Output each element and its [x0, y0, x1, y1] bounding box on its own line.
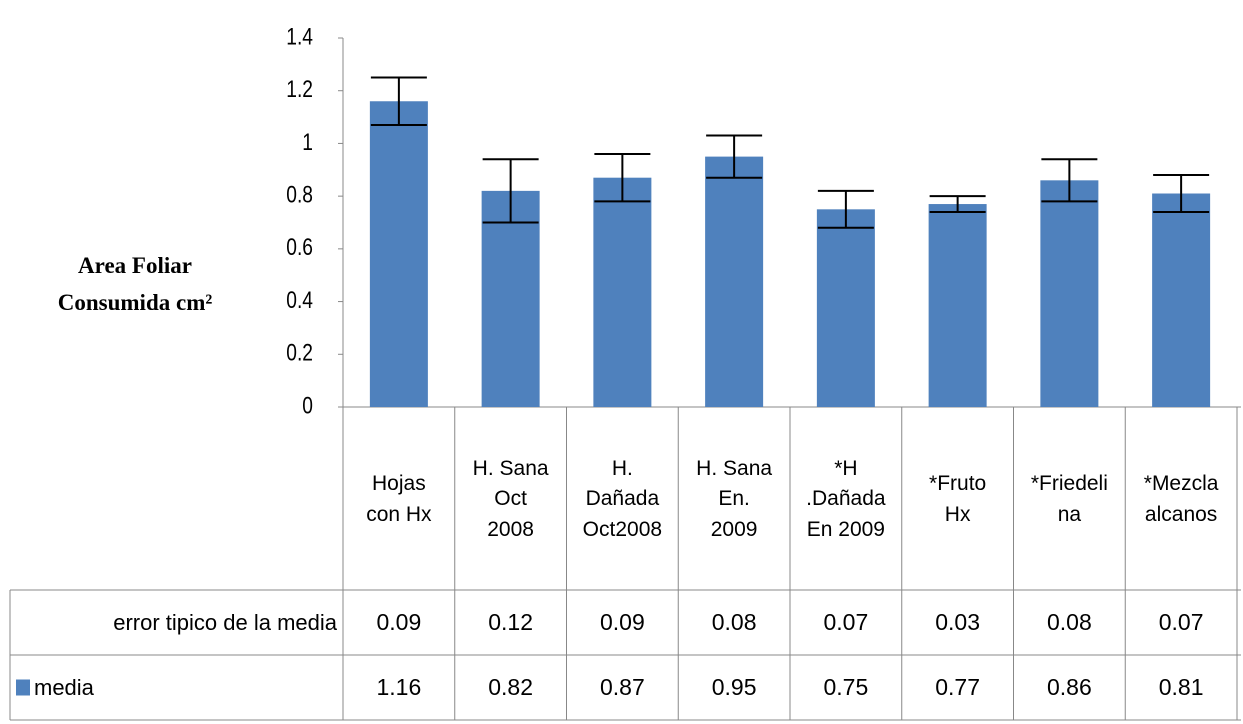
category-label: *Fruto Hx — [929, 472, 987, 526]
y-tick-label: 1 — [302, 128, 313, 156]
table-value: 0.12 — [488, 608, 533, 635]
bar — [1152, 193, 1211, 407]
bar — [705, 156, 764, 407]
bar — [369, 101, 428, 407]
y-axis-label: Area Foliar Consumida cm² — [57, 253, 213, 315]
bar — [1040, 180, 1099, 407]
table-value: 0.82 — [488, 673, 533, 700]
bar — [593, 177, 652, 407]
table-value: 0.87 — [599, 673, 645, 700]
y-tick-label: 1.2 — [286, 75, 313, 103]
series-name: media — [34, 674, 94, 700]
bar — [928, 204, 987, 407]
category-label: *Friedeli na — [1030, 472, 1108, 526]
category-label: *H .Dañada En 2009 — [806, 456, 886, 541]
table-value: 0.09 — [599, 608, 645, 635]
table-value: 0.75 — [823, 673, 869, 700]
y-tick-label: 0.8 — [286, 180, 313, 208]
table-value: 1.16 — [376, 673, 422, 700]
table-value: 0.07 — [1158, 608, 1204, 635]
category-label: Hojas con Hx — [366, 472, 432, 526]
category-label: H. Sana En. 2009 — [696, 456, 773, 541]
category-label: H. Dañada Oct2008 — [582, 456, 663, 541]
series-name: error tipico de la media — [113, 609, 337, 635]
category-label: H. Sana Oct 2008 — [472, 456, 549, 541]
table-value: 0.86 — [1046, 673, 1092, 700]
table-value: 0.08 — [711, 608, 757, 635]
table-value: 0.03 — [935, 608, 980, 635]
y-tick-label: 1.4 — [286, 22, 313, 50]
table-value: 0.81 — [1158, 673, 1204, 700]
y-tick-label: 0.2 — [286, 339, 313, 367]
table-value: 0.95 — [711, 673, 757, 700]
bar — [481, 190, 540, 407]
legend-key — [16, 679, 30, 696]
table-value: 0.09 — [376, 608, 422, 635]
table-value: 0.77 — [935, 673, 980, 700]
y-tick-label: 0.6 — [286, 233, 313, 261]
table-value: 0.07 — [823, 608, 869, 635]
category-label: *Mezcla alcanos — [1143, 472, 1219, 526]
table-value: 0.08 — [1046, 608, 1092, 635]
y-tick-label: 0.4 — [286, 286, 313, 314]
bar — [816, 209, 875, 407]
y-tick-label: 0 — [302, 391, 313, 419]
